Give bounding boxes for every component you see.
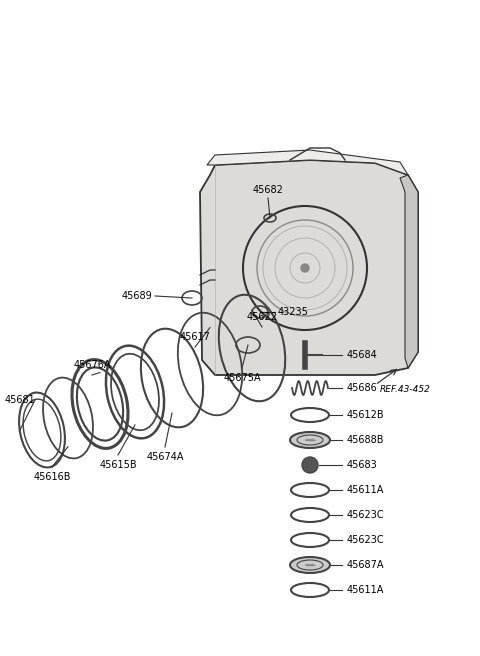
Text: 45616B: 45616B xyxy=(33,472,71,482)
Text: 45617: 45617 xyxy=(180,332,210,342)
Text: 45682: 45682 xyxy=(252,185,283,195)
Text: 45683: 45683 xyxy=(347,460,378,470)
Text: 45681: 45681 xyxy=(5,395,36,405)
Text: 45622: 45622 xyxy=(247,312,277,322)
Text: REF.43-452: REF.43-452 xyxy=(380,385,431,394)
Text: 45687A: 45687A xyxy=(347,560,384,570)
Polygon shape xyxy=(400,175,418,368)
Text: 45689: 45689 xyxy=(121,291,152,301)
Text: 45623C: 45623C xyxy=(347,535,384,545)
Text: 45612B: 45612B xyxy=(347,410,384,420)
Text: 45623C: 45623C xyxy=(347,510,384,520)
Ellipse shape xyxy=(290,432,330,448)
Polygon shape xyxy=(207,150,408,175)
Text: 45675A: 45675A xyxy=(223,373,261,383)
Polygon shape xyxy=(200,160,418,375)
Text: 45688B: 45688B xyxy=(347,435,384,445)
Text: 45676A: 45676A xyxy=(73,360,111,370)
Ellipse shape xyxy=(290,557,330,573)
Text: 45615B: 45615B xyxy=(99,460,137,470)
Text: 45686: 45686 xyxy=(347,383,378,393)
Circle shape xyxy=(301,264,309,272)
Circle shape xyxy=(302,457,318,473)
Text: 45611A: 45611A xyxy=(347,485,384,495)
Text: 45684: 45684 xyxy=(347,350,378,360)
Text: 45611A: 45611A xyxy=(347,585,384,595)
Text: 45674A: 45674A xyxy=(146,452,184,462)
Text: 43235: 43235 xyxy=(278,307,309,317)
